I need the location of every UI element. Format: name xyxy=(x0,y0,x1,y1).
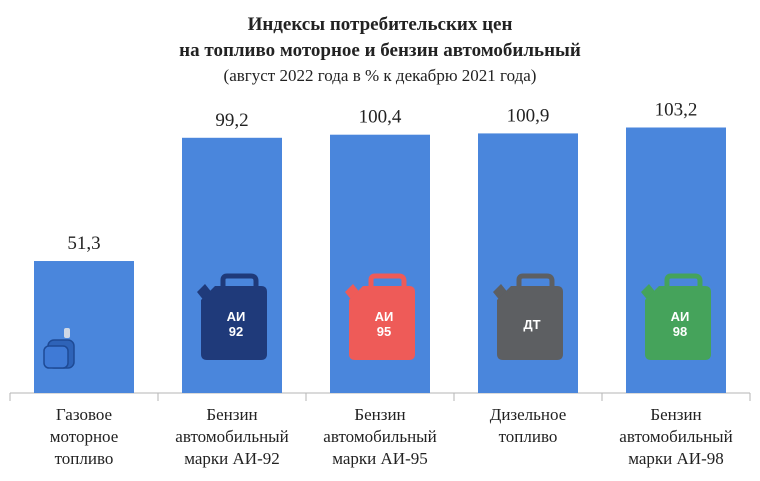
data-label: 99,2 xyxy=(215,110,248,131)
gas-cylinder-icon xyxy=(43,328,75,369)
icon-label: АИ xyxy=(375,309,394,324)
icon-label: 92 xyxy=(229,324,243,339)
category-label: Газовое моторное топливо xyxy=(50,405,119,468)
icon-label: АИ xyxy=(227,309,246,324)
icon-label: 95 xyxy=(377,324,391,339)
icon-label: ДТ xyxy=(523,317,540,332)
chart-title-line2: на топливо моторное и бензин автомобильн… xyxy=(179,40,581,61)
data-label: 100,4 xyxy=(359,107,402,128)
data-label: 51,3 xyxy=(67,233,100,254)
bar xyxy=(34,261,134,393)
data-label: 100,9 xyxy=(507,105,550,126)
category-label: Дизельное топливо xyxy=(490,405,567,446)
category-label: Бензин автомобильный марки АИ-95 xyxy=(323,405,436,468)
jerrycan-dt-icon: ДТ xyxy=(493,273,563,360)
category-label: Бензин автомобильный марки АИ-92 xyxy=(175,405,288,468)
chart-subtitle: (август 2022 года в % к декабрю 2021 год… xyxy=(223,66,537,85)
icon-label: 98 xyxy=(673,324,687,339)
icon-label: АИ xyxy=(671,309,690,324)
data-label: 103,2 xyxy=(655,99,698,120)
chart-title: Индексы потребительских цен xyxy=(247,14,513,35)
category-label: Бензин автомобильный марки АИ-98 xyxy=(619,405,732,468)
